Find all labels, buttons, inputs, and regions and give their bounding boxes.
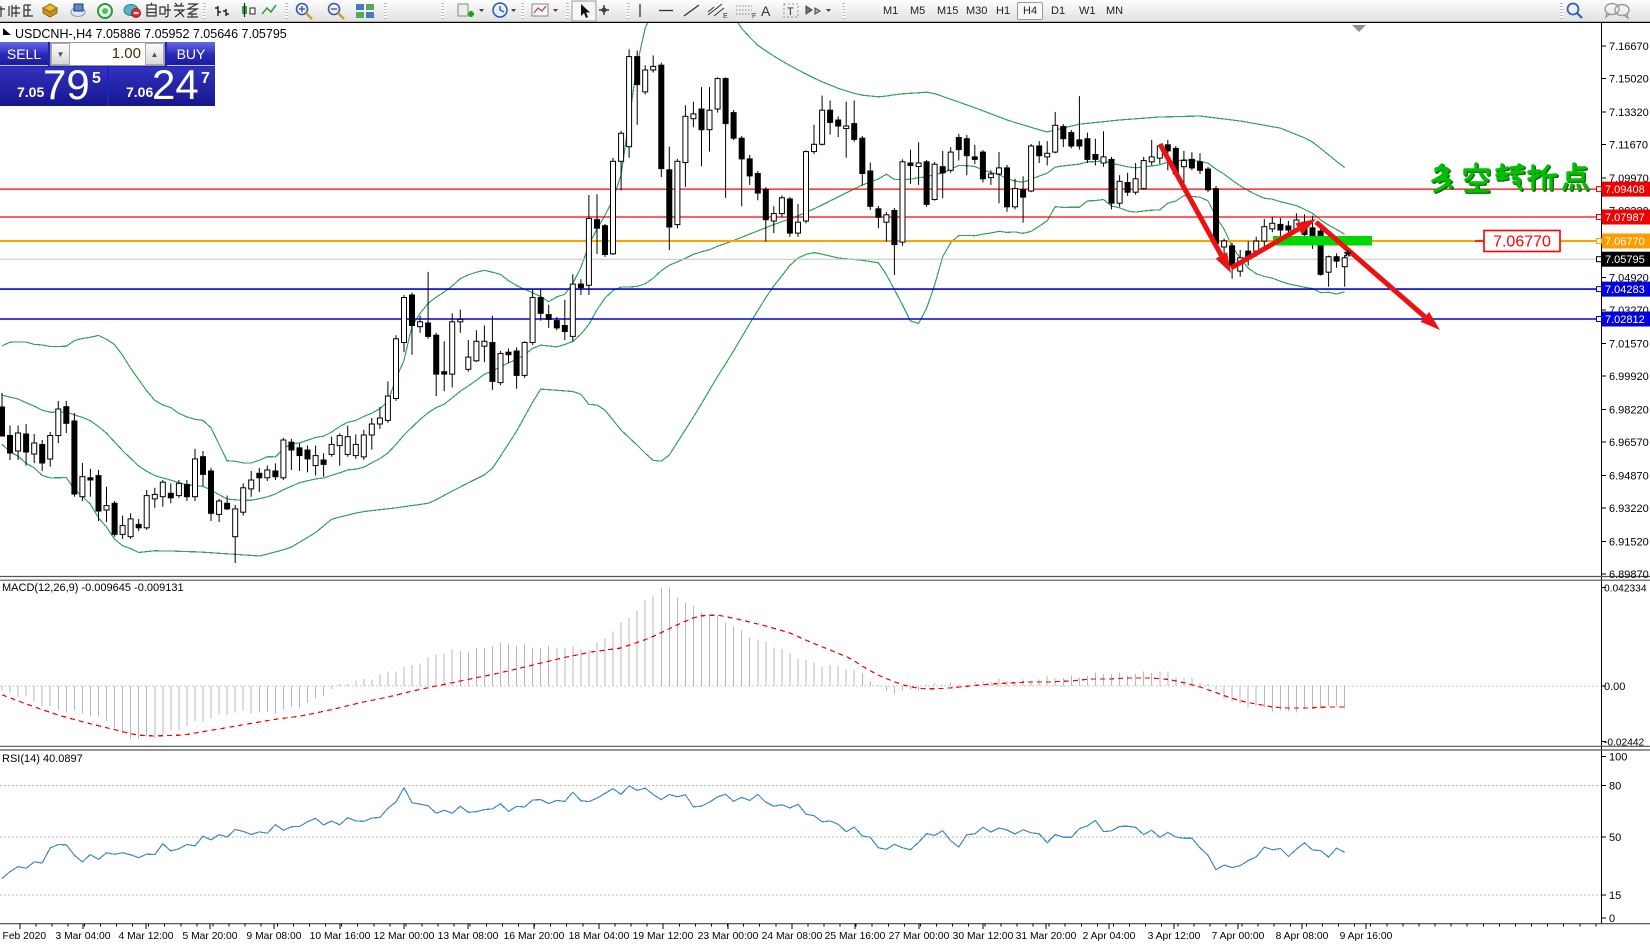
svg-text:4 Mar 12:00: 4 Mar 12:00: [119, 931, 174, 942]
svg-text:MACD(12,26,9) -0.009645 -0.009: MACD(12,26,9) -0.009645 -0.009131: [2, 582, 184, 594]
svg-text:7.01570: 7.01570: [1609, 339, 1649, 351]
svg-text:7.15020: 7.15020: [1609, 74, 1649, 86]
svg-text:7.13320: 7.13320: [1609, 107, 1649, 119]
svg-text:18 Mar 04:00: 18 Mar 04:00: [569, 931, 630, 942]
svg-text:80: 80: [1609, 781, 1621, 793]
svg-text:USDCNH-,H4 7.05886 7.05952 7.: USDCNH-,H4 7.05886 7.05952 7.05646 7.057…: [15, 27, 287, 41]
svg-text:A: A: [761, 3, 771, 19]
svg-text:3 Mar 04:00: 3 Mar 04:00: [56, 931, 111, 942]
svg-text:-0.02442: -0.02442: [1604, 738, 1645, 749]
svg-text:16 Mar 20:00: 16 Mar 20:00: [504, 931, 565, 942]
svg-text:13 Mar 08:00: 13 Mar 08:00: [438, 931, 499, 942]
svg-text:F: F: [752, 13, 756, 20]
svg-text:9 Mar 08:00: 9 Mar 08:00: [247, 931, 302, 942]
svg-text:8 Apr 08:00: 8 Apr 08:00: [1276, 931, 1329, 942]
svg-text:6.94870: 6.94870: [1609, 471, 1649, 483]
svg-text:T: T: [787, 6, 794, 18]
svg-text:6.93220: 6.93220: [1609, 503, 1649, 515]
svg-text:12 Mar 00:00: 12 Mar 00:00: [374, 931, 435, 942]
svg-text:10 Mar 16:00: 10 Mar 16:00: [310, 931, 371, 942]
svg-text:6.96570: 6.96570: [1609, 437, 1649, 449]
svg-text:0.00: 0.00: [1604, 681, 1625, 693]
svg-text:9 Apr 16:00: 9 Apr 16:00: [1340, 931, 1393, 942]
svg-text:E: E: [723, 13, 728, 20]
svg-text:6.89870: 6.89870: [1609, 569, 1649, 581]
svg-text:7.04283: 7.04283: [1605, 284, 1645, 296]
svg-text:7.06770: 7.06770: [1605, 236, 1645, 248]
svg-text:27 Mar 00:00: 27 Mar 00:00: [889, 931, 950, 942]
svg-text:3 Feb 2020: 3 Feb 2020: [0, 931, 46, 942]
svg-text:3 Apr 12:00: 3 Apr 12:00: [1148, 931, 1201, 942]
svg-text:0.042334: 0.042334: [1604, 584, 1647, 595]
svg-text:19 Mar 12:00: 19 Mar 12:00: [633, 931, 694, 942]
svg-text:7.16670: 7.16670: [1609, 41, 1649, 53]
svg-text:7.05795: 7.05795: [1605, 254, 1645, 266]
svg-text:25 Mar 16:00: 25 Mar 16:00: [825, 931, 886, 942]
svg-text:15: 15: [1609, 890, 1621, 902]
svg-text:50: 50: [1609, 832, 1621, 844]
svg-text:6.98220: 6.98220: [1609, 405, 1649, 417]
svg-text:*: *: [1344, 247, 1351, 267]
svg-text:2 Apr 04:00: 2 Apr 04:00: [1083, 931, 1136, 942]
svg-text:23 Mar 00:00: 23 Mar 00:00: [698, 931, 759, 942]
svg-text:7.11670: 7.11670: [1609, 140, 1648, 152]
svg-text:0: 0: [1609, 913, 1615, 925]
svg-text:24 Mar 08:00: 24 Mar 08:00: [762, 931, 823, 942]
svg-text:30 Mar 12:00: 30 Mar 12:00: [953, 931, 1014, 942]
svg-text:7.09408: 7.09408: [1605, 184, 1645, 196]
svg-text:31 Mar 20:00: 31 Mar 20:00: [1016, 931, 1077, 942]
svg-text:7.02812: 7.02812: [1605, 314, 1645, 326]
svg-text:7.04920: 7.04920: [1609, 273, 1649, 285]
svg-text:6.99920: 6.99920: [1609, 371, 1649, 383]
svg-text:6.91520: 6.91520: [1609, 537, 1649, 549]
svg-text:100: 100: [1609, 752, 1627, 764]
svg-text:RSI(14) 40.0897: RSI(14) 40.0897: [2, 753, 83, 765]
svg-text:5 Mar 20:00: 5 Mar 20:00: [183, 931, 238, 942]
svg-text:7.07987: 7.07987: [1605, 212, 1645, 224]
svg-text:7.06770: 7.06770: [1493, 234, 1551, 251]
svg-text:7 Apr 00:00: 7 Apr 00:00: [1212, 931, 1265, 942]
